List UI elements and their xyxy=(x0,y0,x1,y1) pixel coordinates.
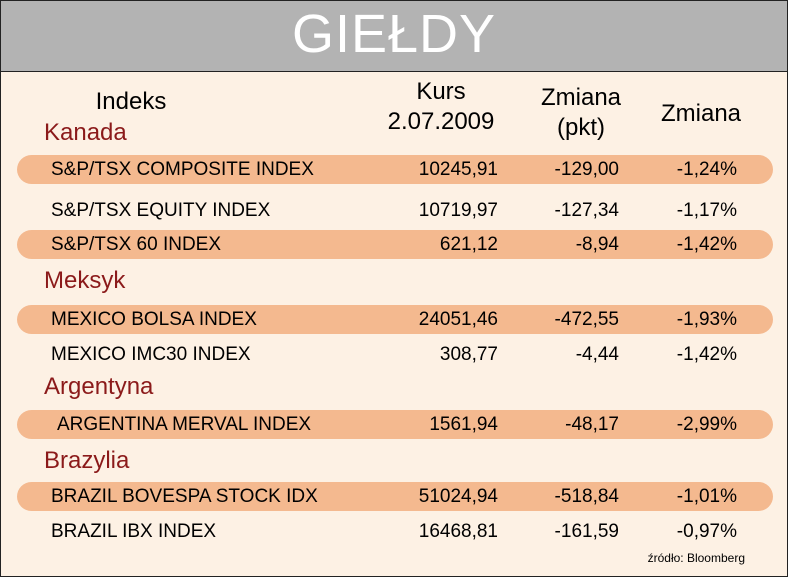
index-change-pkt: -518,84 xyxy=(554,486,619,507)
index-change-pkt: -4,44 xyxy=(575,344,619,365)
index-change-pct: -1,17% xyxy=(676,200,737,221)
column-header-zmiana-pct: Zmiana xyxy=(660,100,742,127)
column-header-zmiana-pkt-unit: (pkt) xyxy=(557,114,605,141)
column-header-kurs: Kurs 2.07.2009 xyxy=(371,77,511,137)
index-change-pkt: -8,94 xyxy=(575,234,619,255)
index-kurs: 16468,81 xyxy=(418,521,498,542)
index-change-pct: -0,97% xyxy=(676,521,737,542)
index-change-pkt: -48,17 xyxy=(565,414,619,435)
index-name: S&P/TSX COMPOSITE INDEX xyxy=(51,159,314,180)
index-name: BRAZIL IBX INDEX xyxy=(51,521,217,542)
country-label: Brazylia xyxy=(44,447,130,474)
row-highlight-band xyxy=(17,230,773,259)
row-highlight-band xyxy=(17,155,773,184)
index-name: MEXICO BOLSA INDEX xyxy=(51,309,257,330)
index-name: BRAZIL BOVESPA STOCK IDX xyxy=(51,486,318,507)
index-name: S&P/TSX EQUITY INDEX xyxy=(51,200,271,221)
index-change-pct: -2,99% xyxy=(676,414,737,435)
column-header-zmiana-pkt: Zmiana (pkt) xyxy=(521,83,641,143)
row-highlight-band xyxy=(17,410,773,439)
country-label: Meksyk xyxy=(44,267,126,294)
page-title: GIEŁDY xyxy=(291,4,497,64)
index-kurs: 621,12 xyxy=(439,234,498,255)
index-name: MEXICO IMC30 INDEX xyxy=(51,344,251,365)
index-change-pct: -1,42% xyxy=(676,344,737,365)
index-change-pkt: -127,34 xyxy=(554,200,619,221)
row-highlight-band xyxy=(17,305,773,334)
column-header-kurs-date: 2.07.2009 xyxy=(387,108,495,135)
country-label: Kanada xyxy=(44,119,127,146)
index-name: S&P/TSX 60 INDEX xyxy=(51,234,222,255)
index-change-pkt: -472,55 xyxy=(554,309,619,330)
column-header-kurs-title: Kurs xyxy=(416,78,466,105)
index-kurs: 308,77 xyxy=(439,344,498,365)
header-bar: GIEŁDY xyxy=(1,1,787,72)
column-header-indeks: Indeks xyxy=(95,88,167,115)
index-name: ARGENTINA MERVAL INDEX xyxy=(57,414,312,435)
index-kurs: 10245,91 xyxy=(418,159,498,180)
index-change-pct: -1,93% xyxy=(676,309,737,330)
index-change-pkt: -129,00 xyxy=(554,159,619,180)
index-kurs: 10719,97 xyxy=(418,200,498,221)
index-change-pct: -1,42% xyxy=(676,234,737,255)
country-label: Argentyna xyxy=(44,373,154,400)
index-kurs: 51024,94 xyxy=(418,486,498,507)
index-kurs: 24051,46 xyxy=(418,309,498,330)
index-change-pct: -1,01% xyxy=(676,486,737,507)
index-kurs: 1561,94 xyxy=(429,414,498,435)
row-highlight-band xyxy=(17,482,773,511)
column-header-zmiana-pkt-title: Zmiana xyxy=(540,84,622,111)
source-note: źródło: Bloomberg xyxy=(647,551,745,565)
index-change-pct: -1,24% xyxy=(676,159,737,180)
index-change-pkt: -161,59 xyxy=(554,521,619,542)
